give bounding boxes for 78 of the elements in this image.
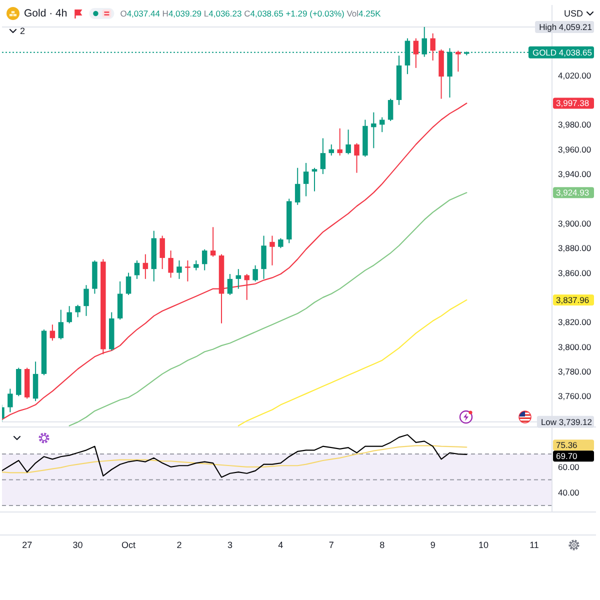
candlestick: [84, 284, 89, 316]
candlestick: [270, 235, 275, 266]
candlestick: [261, 235, 266, 280]
x-tick-label: 27: [22, 540, 32, 550]
x-tick-label: 2: [176, 540, 182, 550]
line-series: [2, 102, 468, 420]
candlestick: [346, 129, 351, 155]
line-series: [2, 434, 468, 478]
candlestick: [303, 162, 309, 197]
line-series: [238, 299, 468, 426]
candlestick: [278, 238, 284, 249]
candlestick: [294, 167, 300, 206]
x-tick-label: 30: [72, 540, 83, 550]
candlestick: [371, 112, 376, 149]
candlestick: [210, 226, 216, 258]
candlestick: [8, 388, 13, 413]
ref-line-label: GOLD 4,038.65: [532, 47, 592, 58]
chart-title: Gold · 4h: [24, 8, 68, 20]
y-tick-label: 3,924.93: [556, 188, 590, 198]
y-tick-label: 3,900.00: [558, 218, 592, 228]
y-tick-label: 3,980.00: [558, 120, 592, 130]
y-tick-label: 60.00: [558, 462, 580, 472]
candlestick: [168, 250, 174, 278]
candlestick: [320, 138, 326, 175]
candlestick: [160, 235, 165, 270]
y-tick-label: 3,837.96: [556, 294, 590, 305]
y-tick-label: 3,960.00: [558, 144, 592, 154]
candlestick: [422, 26, 427, 58]
candlestick: [142, 254, 148, 280]
line-series: [2, 445, 468, 474]
ref-line-label: Low 3,739.12: [540, 416, 592, 427]
y-tick-label: 3,880.00: [558, 243, 592, 254]
candlestick: [227, 273, 233, 296]
ref-line-label: High 4,059.21: [539, 22, 592, 32]
line-series: [68, 192, 468, 426]
candlestick: [194, 260, 199, 271]
candlestick: [252, 264, 258, 282]
y-tick-label: 75.36: [556, 440, 578, 450]
x-tick-label: Oct: [122, 540, 136, 550]
y-tick-label: 3,760.00: [558, 391, 592, 402]
candlestick: [328, 144, 334, 156]
candlestick: [354, 142, 360, 174]
candlestick: [456, 50, 461, 72]
y-tick-label: 3,780.00: [558, 366, 592, 376]
y-tick-label: 3,997.38: [556, 98, 590, 108]
x-tick-label: 4: [278, 540, 284, 550]
y-tick-label: 3,860.00: [558, 268, 592, 278]
candlestick: [66, 306, 72, 324]
candlestick: [185, 260, 190, 282]
x-tick-label: 7: [328, 540, 334, 550]
candlestick: [312, 167, 318, 192]
candlestick: [126, 272, 132, 296]
annotation: 2: [20, 26, 26, 36]
text: O4,037.44 H4,039.29 L4,036.23 C4,038.65 +1.29 (+0.03%) Vol4.25K: [120, 8, 381, 18]
candlestick: [430, 32, 436, 62]
y-tick-label: 3,800.00: [558, 342, 592, 352]
candlestick: [236, 268, 242, 290]
x-tick-label: 3: [227, 540, 232, 550]
candlestick: [413, 38, 419, 68]
x-tick-label: 11: [530, 540, 539, 550]
candlestick: [337, 128, 342, 156]
y-tick-label: 40.00: [558, 488, 580, 498]
x-tick-label: 8: [380, 540, 385, 550]
y-tick-label: 4,020.00: [558, 70, 592, 80]
candlestick: [50, 324, 56, 342]
x-tick-label: 10: [478, 540, 489, 550]
y-tick-label: 69.70: [556, 451, 578, 462]
candlestick: [176, 260, 182, 280]
y-tick-label: 3,820.00: [558, 317, 592, 328]
y-tick-label: 3,940.00: [558, 169, 592, 180]
candlestick: [75, 304, 80, 318]
candlestick: [58, 309, 64, 340]
candlestick: [388, 98, 394, 122]
candlestick: [134, 260, 140, 280]
candlestick: [202, 248, 208, 271]
x-tick-label: 9: [430, 540, 436, 550]
candlestick: [244, 273, 250, 300]
y-axis-title: USD: [564, 8, 584, 18]
